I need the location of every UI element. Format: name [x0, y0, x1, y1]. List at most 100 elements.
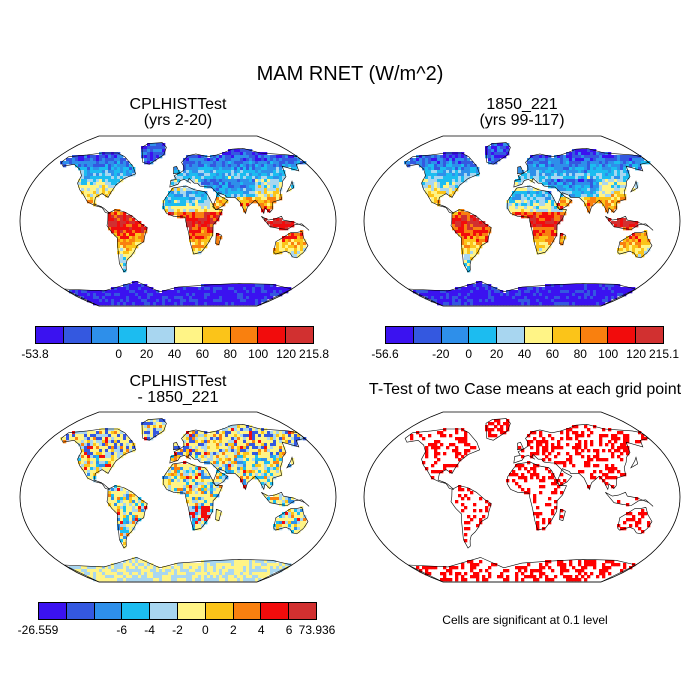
panel-title-case1: CPLHISTTest (yrs 2-20) — [18, 97, 338, 129]
colorbar-tick-label: 0 — [202, 623, 209, 637]
coastline-south-america — [450, 209, 492, 273]
map-panel-case2 — [363, 135, 681, 307]
colorbar-tick-label: 6 — [285, 623, 293, 637]
colorbar-swatch — [66, 603, 95, 619]
colorbar-diff — [38, 602, 317, 620]
coastline-australia — [617, 231, 653, 259]
coastline-eurasia — [169, 147, 306, 215]
coastline-eurasia — [513, 423, 650, 491]
colorbar-tick-label: 0 — [115, 347, 123, 361]
coastline-eurasia — [513, 147, 650, 215]
colorbar-swatch — [608, 327, 637, 343]
map-cells — [60, 419, 307, 582]
coastline-australia — [273, 231, 309, 259]
colorbar-labels-case2: -56.6 -20 0 20 40 60 80 100 120 215.1 — [371, 347, 679, 361]
coastline-south-america — [450, 485, 492, 549]
colorbar-swatch — [552, 327, 581, 343]
coastline-north-america — [404, 428, 481, 490]
colorbar-swatch — [202, 327, 231, 343]
colorbar-tick-label: 20 — [489, 347, 504, 361]
colorbar-case2 — [385, 326, 664, 344]
colorbar-tick-label: 60 — [195, 347, 210, 361]
colorbar-tick-label: -4 — [144, 623, 155, 637]
colorbar-swatch — [94, 603, 123, 619]
colorbar-tick-label: 40 — [167, 347, 182, 361]
coastline-australia — [273, 507, 309, 535]
colorbar-swatch — [205, 603, 234, 619]
map-panel-case1 — [19, 135, 337, 307]
colorbar-swatch — [233, 603, 262, 619]
colorbar-swatch — [36, 327, 64, 343]
coastline-greenland — [485, 142, 511, 165]
coastline-madagascar — [559, 232, 566, 245]
coastline-greenland — [485, 418, 511, 441]
panel-title-case2: 1850_221 (yrs 99-117) — [362, 97, 682, 129]
colorbar-swatch — [91, 327, 120, 343]
colorbar-swatch — [122, 603, 151, 619]
coastline-madagascar — [215, 232, 222, 245]
colorbar-tick-label: 100 — [598, 347, 619, 361]
colorbar-swatch — [177, 603, 206, 619]
map-cells — [410, 419, 651, 582]
map-outline — [363, 411, 681, 583]
figure-title: MAM RNET (W/m^2) — [256, 63, 444, 85]
colorbar-tick-label: -56.6 — [371, 347, 399, 361]
colorbar-swatch — [580, 327, 609, 343]
panel-title-line1: CPLHISTTest — [129, 373, 227, 390]
colorbar-swatch — [230, 327, 259, 343]
colorbar-tick-label: 20 — [139, 347, 154, 361]
coastline-indonesia — [605, 491, 654, 507]
coastline-africa — [506, 461, 567, 531]
colorbar-tick-label: -20 — [432, 347, 450, 361]
coastline-uk — [517, 441, 524, 451]
colorbar-tick-label: -2 — [172, 623, 183, 637]
map-outline — [19, 411, 337, 583]
colorbar-swatch — [63, 327, 92, 343]
colorbar-tick-label: 80 — [573, 347, 587, 361]
colorbar-swatch — [441, 327, 470, 343]
coastline-indonesia — [605, 215, 654, 231]
colorbar-swatch — [413, 327, 442, 343]
colorbar-tick-label: 100 — [248, 347, 269, 361]
colorbar-swatch — [286, 327, 313, 343]
coastline-greenland — [141, 142, 167, 165]
map-cells — [404, 143, 651, 306]
colorbar-tick-label: -26.559 — [17, 623, 59, 637]
coastline-eurasia — [169, 423, 306, 491]
colorbar-tick-label: 0 — [465, 347, 473, 361]
colorbar-tick-label: 73.936 — [298, 623, 336, 637]
colorbar-swatch — [39, 603, 67, 619]
coastline-uk — [173, 441, 180, 451]
coastline-japan — [630, 456, 639, 469]
colorbar-swatch — [258, 327, 287, 343]
colorbar-tick-label: 60 — [545, 347, 560, 361]
coastline-japan — [286, 180, 295, 193]
map-panel-ttest — [363, 411, 681, 583]
colorbar-swatch — [469, 327, 498, 343]
colorbar-tick-label: 120 — [276, 347, 297, 361]
panel-title-line1: 1850_221 — [486, 96, 558, 113]
coastline-indonesia — [261, 215, 310, 231]
coastline-north-america — [60, 152, 137, 214]
panel-title-line1: CPLHISTTest — [129, 96, 227, 113]
colorbar-swatch — [524, 327, 553, 343]
colorbar-case1 — [35, 326, 314, 344]
colorbar-labels-diff: -26.559 -6 -4 -2 0 2 4 6 73.936 — [18, 623, 336, 637]
panel-title-line2: - 1850_221 — [137, 389, 219, 406]
coastline-north-america — [60, 428, 137, 490]
map-outline — [363, 135, 681, 307]
coastline-south-america — [106, 485, 148, 549]
colorbar-tick-label: 215.1 — [648, 347, 680, 361]
colorbar-swatch — [636, 327, 663, 343]
colorbar-swatch — [150, 603, 178, 619]
coastline-uk — [173, 165, 180, 175]
colorbar-swatch — [147, 327, 175, 343]
panel-title-diff: CPLHISTTest - 1850_221 — [18, 374, 338, 406]
colorbar-tick-label: 4 — [257, 623, 265, 637]
colorbar-tick-label: 2 — [229, 623, 237, 637]
colorbar-swatch — [119, 327, 148, 343]
coastline-north-america — [404, 152, 481, 214]
coastline-indonesia — [261, 491, 310, 507]
coastline-south-america — [106, 209, 148, 273]
panel-title-line2: (yrs 99-117) — [479, 112, 565, 129]
